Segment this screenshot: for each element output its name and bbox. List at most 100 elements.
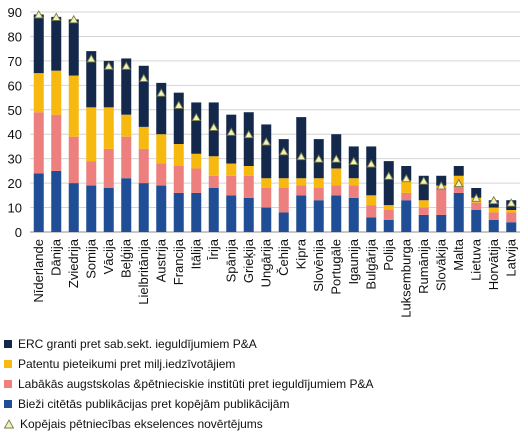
score-marker: [506, 198, 517, 207]
score-marker: [348, 156, 359, 166]
bar-segment: [103, 148, 114, 188]
bar-segment: [243, 175, 254, 198]
score-marker: [453, 178, 464, 188]
bar-segment: [366, 205, 377, 218]
bar-segment: [278, 188, 289, 213]
bar-segment: [506, 210, 517, 213]
score-marker: [261, 137, 272, 146]
legend-item-universities: Labākās augstskolas &pētnieciskie instit…: [4, 374, 524, 394]
x-tick-label: Vācija: [101, 238, 116, 274]
score-marker: [226, 127, 237, 136]
score-marker: [121, 61, 132, 70]
score-marker: [191, 112, 202, 122]
score-marker: [173, 100, 184, 109]
legend-item-citations: Bieži citētās publikācijas pret kopējām …: [4, 394, 524, 414]
bar-segment: [33, 112, 44, 174]
bar-segment: [156, 82, 167, 135]
legend-swatch-erc: [4, 340, 12, 348]
bar-segment: [226, 114, 237, 164]
bar-segment: [173, 144, 184, 166]
x-tick-label: Zviedrija: [66, 238, 81, 288]
x-tick-label: Bulgārija: [363, 238, 378, 289]
bar-segment: [331, 195, 342, 232]
score-marker: [51, 12, 62, 21]
x-tick-label: Lielbritānija: [136, 238, 151, 305]
bar-segment: [138, 126, 149, 149]
bar-segment: [348, 185, 359, 198]
bar-segment: [278, 178, 289, 188]
x-tick-label: Īrija: [206, 238, 221, 260]
bar-layer: [33, 14, 517, 232]
bar-segment: [383, 161, 394, 206]
bar-segment: [453, 185, 464, 193]
bar-segment: [401, 200, 412, 232]
bar-segment: [173, 166, 184, 193]
marker-layer: [33, 10, 517, 207]
legend-swatch-citations: [4, 400, 12, 408]
bar-segment: [191, 153, 202, 169]
bar-segment: [383, 219, 394, 232]
bar-segment: [138, 183, 149, 232]
bar-segment: [51, 170, 62, 232]
bar-segment: [86, 51, 97, 108]
x-tick-labels: Nīderlande Dānija Zviedrija Somija Vācija Beļ…: [31, 238, 519, 318]
bar-segment: [86, 185, 97, 232]
bar-segment: [208, 156, 219, 176]
bar-segment: [488, 219, 499, 232]
x-tick-label: Slovākija: [433, 238, 448, 291]
score-marker: [331, 154, 342, 163]
x-tick-label: Slovēnija: [311, 238, 326, 292]
score-marker: [436, 181, 447, 190]
bar-segment: [471, 188, 482, 198]
bar-segment: [278, 212, 289, 232]
x-tick-label: Igaunija: [346, 238, 361, 284]
bar-segment: [366, 146, 377, 196]
x-tick-label: Dānija: [48, 238, 63, 276]
bar-segment: [401, 180, 412, 193]
x-tick-label: Čehija: [276, 238, 291, 276]
bar-segment: [156, 134, 167, 164]
bar-segment: [33, 14, 44, 74]
bar-segment: [488, 212, 499, 220]
bar-segment: [488, 207, 499, 213]
x-tick-label: Somija: [83, 238, 98, 279]
bar-segment: [121, 178, 132, 232]
bar-segment: [191, 192, 202, 232]
bar-segment: [313, 178, 324, 188]
y-tick-label: 70: [8, 54, 22, 69]
bar-segment: [366, 195, 377, 206]
score-marker: [278, 146, 289, 156]
bar-segment: [331, 168, 342, 186]
score-marker: [86, 54, 97, 63]
bar-segment: [278, 139, 289, 179]
bar-segment: [261, 124, 272, 179]
score-marker: [313, 154, 324, 163]
y-tick-label: 10: [8, 201, 22, 216]
bar-segment: [68, 19, 79, 76]
x-tick-label: Horvātija: [486, 238, 501, 290]
y-tick-labels: 0 10 20 30 40 50 60 70 80 90: [8, 5, 22, 240]
x-tick-label: Francija: [171, 238, 186, 285]
grid-layer: [30, 11, 520, 233]
x-tick-label: Ungārija: [258, 238, 273, 287]
bar-segment: [208, 175, 219, 188]
bar-segment: [436, 175, 447, 186]
x-tick-label: Nīderlande: [31, 239, 46, 303]
bar-segment: [208, 188, 219, 232]
legend-swatch-patents: [4, 360, 12, 368]
bar-segment: [366, 217, 377, 232]
bar-segment: [296, 185, 307, 196]
bar-segment: [68, 136, 79, 184]
bar-segment: [121, 58, 132, 115]
bar-segment: [436, 214, 447, 232]
y-tick-label: 50: [8, 103, 22, 118]
bar-segment: [51, 114, 62, 171]
legend-label-total-score: Kopējais pētniecības ekselences novērtēj…: [20, 417, 263, 431]
bar-segment: [226, 163, 237, 176]
bar-segment: [418, 207, 429, 215]
legend: ERC granti pret sab.sekt. ieguldījumiem …: [4, 334, 524, 434]
x-tick-label: Portugāle: [328, 239, 343, 295]
bar-segment: [243, 112, 254, 166]
x-tick-label: Grieķija: [241, 238, 256, 283]
legend-triangle-icon: [4, 419, 14, 429]
